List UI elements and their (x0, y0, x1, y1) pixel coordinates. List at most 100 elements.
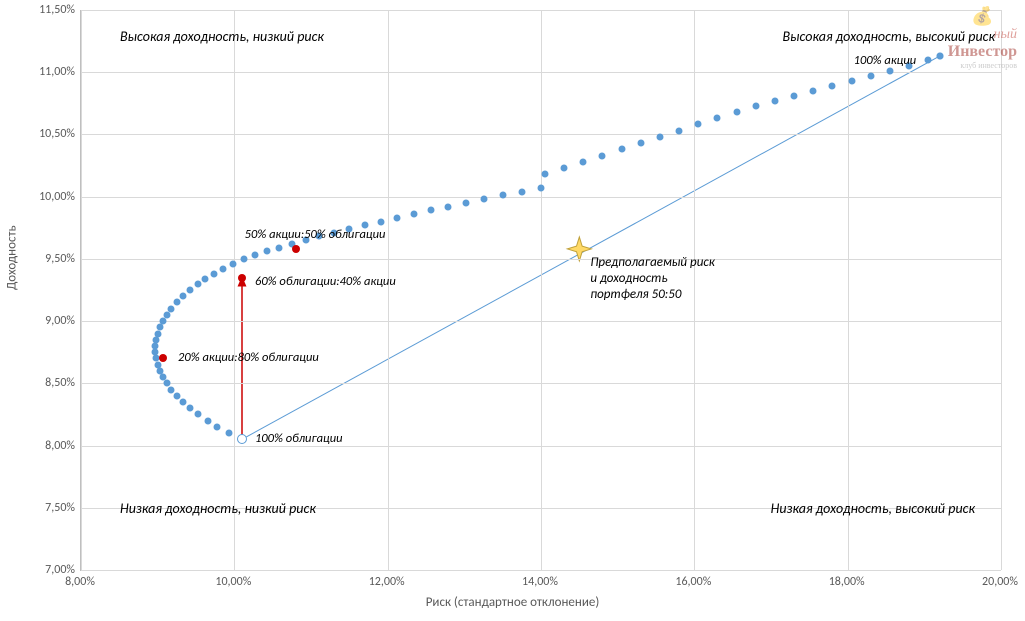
x-tick-label: 8,00% (65, 575, 95, 589)
frontier-point (714, 115, 721, 122)
frontier-point (263, 248, 270, 255)
frontier-point (152, 349, 159, 356)
y-tick-label: 8,50% (15, 376, 75, 390)
frontier-point (886, 67, 893, 74)
y-tick-label: 9,50% (15, 252, 75, 266)
frontier-point (219, 265, 226, 272)
frontier-point (541, 171, 548, 178)
frontier-point (154, 361, 161, 368)
frontier-point (156, 367, 163, 374)
y-tick-label: 8,00% (15, 439, 75, 453)
frontier-point (410, 211, 417, 218)
frontier-point (173, 299, 180, 306)
frontier-point (518, 188, 525, 195)
y-tick-label: 7,50% (15, 501, 75, 515)
frontier-point (580, 158, 587, 165)
x-tick-label: 20,00% (982, 575, 1018, 589)
frontier-point (462, 199, 469, 206)
highlight-point (292, 245, 300, 253)
endpoint-stocks (936, 53, 943, 60)
frontier-point (152, 343, 159, 350)
frontier-point (229, 260, 236, 267)
frontier-point (202, 275, 209, 282)
endpoint-bonds (237, 434, 247, 444)
highlight-point (159, 354, 167, 362)
y-tick-label: 9,00% (15, 314, 75, 328)
frontier-point (163, 380, 170, 387)
frontier-point (214, 423, 221, 430)
frontier-point (676, 127, 683, 134)
frontier-point (204, 417, 211, 424)
frontier-point (733, 109, 740, 116)
frontier-point (481, 196, 488, 203)
quadrant-top-left: Высокая доходность, низкий риск (120, 28, 324, 45)
star-caption: Предполагаемый риски доходностьпортфеля … (590, 255, 715, 304)
frontier-point (186, 287, 193, 294)
watermark-line3: клуб инвесторов (948, 61, 1017, 70)
frontier-point (179, 293, 186, 300)
highlight-label: 60% облигации:40% акции (255, 274, 396, 289)
frontier-point (210, 270, 217, 277)
frontier-point (538, 184, 545, 191)
frontier-point (194, 280, 201, 287)
y-tick-label: 11,50% (15, 3, 75, 17)
frontier-point (160, 374, 167, 381)
frontier-point (168, 305, 175, 312)
frontier-point (499, 192, 506, 199)
frontier-point (791, 92, 798, 99)
frontier-point (848, 77, 855, 84)
highlight-label: 50% акции:50% облигации (245, 227, 386, 242)
x-tick-label: 14,00% (522, 575, 558, 589)
highlight-point (238, 274, 246, 282)
frontier-point (561, 165, 568, 172)
frontier-point (393, 214, 400, 221)
x-tick-label: 16,00% (675, 575, 711, 589)
frontier-point (186, 405, 193, 412)
moneybag-icon: 💰 (948, 6, 1017, 27)
frontier-point (637, 140, 644, 147)
frontier-point (153, 336, 160, 343)
endpoint-bonds-label: 100% облигации (255, 431, 343, 446)
quadrant-bottom-left: Низкая доходность, низкий риск (120, 500, 316, 517)
frontier-point (810, 87, 817, 94)
frontier-point (154, 330, 161, 337)
frontier-point (275, 244, 282, 251)
frontier-point (252, 252, 259, 259)
frontier-point (225, 430, 232, 437)
frontier-point (599, 152, 606, 159)
frontier-point (195, 411, 202, 418)
quadrant-bottom-right: Низкая доходность, высокий риск (771, 500, 975, 517)
frontier-point (179, 399, 186, 406)
watermark: 💰 ный Инвестор клуб инвесторов (948, 6, 1017, 70)
watermark-line1: ный (948, 27, 1017, 43)
watermark-line2: Инвестор (948, 43, 1017, 61)
frontier-point (656, 133, 663, 140)
endpoint-stocks-label: 100% акции (854, 53, 917, 68)
x-tick-label: 10,00% (215, 575, 251, 589)
frontier-point (829, 82, 836, 89)
frontier-point (618, 146, 625, 153)
frontier-point (163, 311, 170, 318)
frontier-point (173, 392, 180, 399)
plot-area (80, 10, 1001, 571)
frontier-point (427, 207, 434, 214)
frontier-point (695, 121, 702, 128)
frontier-point (752, 102, 759, 109)
highlight-label: 20% акции:80% облигации (178, 350, 319, 365)
y-tick-label: 11,00% (15, 65, 75, 79)
frontier-point (445, 203, 452, 210)
frontier-point (925, 56, 932, 63)
frontier-point (156, 324, 163, 331)
frontier-point (867, 72, 874, 79)
frontier-point (160, 318, 167, 325)
frontier-point (377, 218, 384, 225)
x-tick-label: 18,00% (829, 575, 865, 589)
x-tick-label: 12,00% (369, 575, 405, 589)
y-tick-label: 10,50% (15, 127, 75, 141)
y-tick-label: 10,00% (15, 190, 75, 204)
frontier-point (168, 386, 175, 393)
x-axis-label: Риск (стандартное отклонение) (0, 595, 1025, 610)
frontier-point (771, 97, 778, 104)
frontier-point (240, 255, 247, 262)
efficient-frontier-chart: Доходность Риск (стандартное отклонение)… (0, 0, 1025, 621)
